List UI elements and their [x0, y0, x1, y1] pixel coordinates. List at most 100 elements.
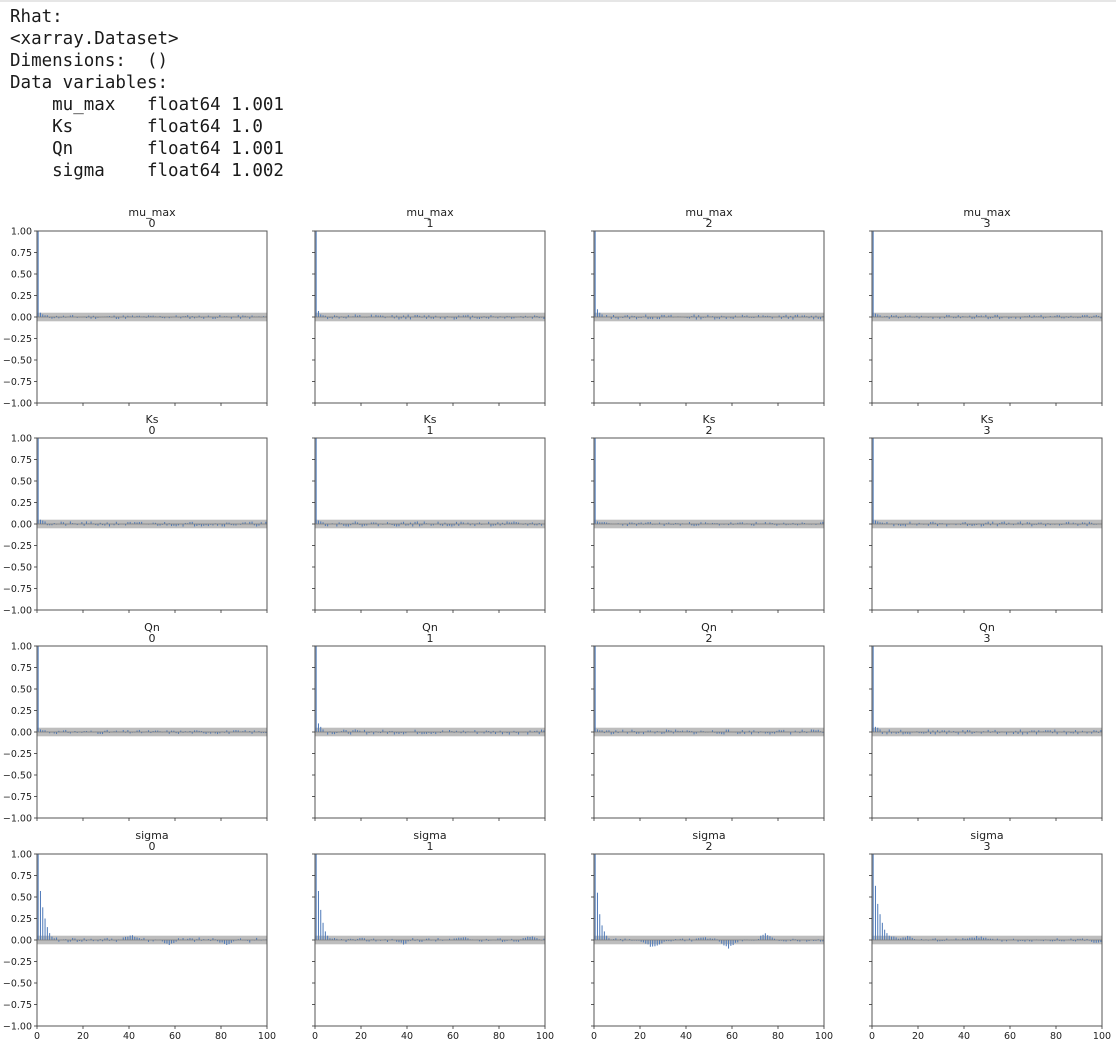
y-tick-label: −0.25	[3, 334, 32, 345]
panel-title-chain: 2	[706, 424, 713, 437]
x-tick-label: 40	[401, 1031, 413, 1042]
x-tick-label: 100	[258, 1031, 276, 1042]
x-tick-label: 20	[77, 1031, 89, 1042]
panel-title-chain: 1	[427, 840, 434, 853]
output-line: Ks float64 1.0	[10, 117, 263, 137]
y-tick-label: 0.25	[11, 291, 32, 302]
y-tick-label: −0.75	[3, 792, 32, 803]
y-tick-label: −0.50	[3, 356, 32, 367]
x-tick-label: 60	[447, 1031, 459, 1042]
x-tick-label: 80	[772, 1031, 784, 1042]
output-line: Rhat:	[10, 7, 63, 27]
y-tick-label: −1.00	[3, 1022, 32, 1033]
panel-title-variable: Ks	[981, 413, 994, 426]
y-tick-label: 0.25	[11, 706, 32, 717]
y-tick-label: 0.75	[11, 663, 32, 674]
y-tick-label: −1.00	[3, 814, 32, 825]
y-tick-label: −0.25	[3, 541, 32, 552]
x-tick-label: 20	[355, 1031, 367, 1042]
x-tick-label: 40	[123, 1031, 135, 1042]
y-tick-label: 0.50	[11, 893, 32, 904]
y-tick-label: −0.75	[3, 584, 32, 595]
x-tick-label: 60	[169, 1031, 181, 1042]
y-tick-label: 1.00	[11, 850, 32, 861]
panel-title-chain: 2	[706, 217, 713, 230]
panel-title-variable: Qn	[979, 621, 995, 634]
x-tick-label: 20	[634, 1031, 646, 1042]
panel-title-variable: Qn	[422, 621, 438, 634]
y-tick-label: 0.00	[11, 313, 32, 324]
y-tick-label: −0.25	[3, 749, 32, 760]
y-tick-label: 0.00	[11, 936, 32, 947]
x-tick-label: 0	[34, 1031, 40, 1042]
x-tick-label: 0	[869, 1031, 875, 1042]
x-tick-label: 40	[958, 1031, 970, 1042]
panel-title-variable: mu_max	[128, 206, 176, 219]
x-tick-label: 100	[536, 1031, 554, 1042]
panel-title-variable: mu_max	[406, 206, 454, 219]
panel-title-chain: 1	[427, 217, 434, 230]
panel-title-chain: 0	[149, 217, 156, 230]
panel-title-chain: 2	[706, 840, 713, 853]
panel-title-variable: sigma	[413, 829, 446, 842]
x-tick-label: 80	[1050, 1031, 1062, 1042]
panel-title-variable: sigma	[692, 829, 725, 842]
panel-title-chain: 3	[984, 217, 991, 230]
x-tick-label: 100	[815, 1031, 833, 1042]
panel-title-chain: 0	[149, 424, 156, 437]
rhat-output: Rhat: <xarray.Dataset> Dimensions: () Da…	[10, 6, 284, 182]
y-tick-label: 1.00	[11, 434, 32, 445]
panel-title-variable: sigma	[135, 829, 168, 842]
y-tick-label: 0.75	[11, 871, 32, 882]
y-tick-label: −1.00	[3, 399, 32, 410]
y-tick-label: −0.25	[3, 957, 32, 968]
y-tick-label: 0.50	[11, 477, 32, 488]
y-tick-label: 0.00	[11, 520, 32, 531]
cell-top-border	[0, 0, 1116, 2]
x-tick-label: 100	[1093, 1031, 1111, 1042]
x-tick-label: 80	[493, 1031, 505, 1042]
y-tick-label: 0.25	[11, 498, 32, 509]
y-tick-label: −1.00	[3, 606, 32, 617]
output-line: Data variables:	[10, 73, 169, 93]
panel-title-variable: Qn	[144, 621, 160, 634]
y-tick-label: −0.75	[3, 1000, 32, 1011]
y-tick-label: 1.00	[11, 227, 32, 238]
panel-title-variable: Ks	[424, 413, 437, 426]
y-tick-label: −0.75	[3, 377, 32, 388]
panel-title-variable: Ks	[146, 413, 159, 426]
panel-title-variable: mu_max	[685, 206, 733, 219]
y-tick-label: 0.75	[11, 455, 32, 466]
panel-title-chain: 0	[149, 632, 156, 645]
x-tick-label: 0	[312, 1031, 318, 1042]
panel-title-variable: Ks	[703, 413, 716, 426]
panel-title-chain: 1	[427, 632, 434, 645]
x-tick-label: 60	[726, 1031, 738, 1042]
panel-title-chain: 0	[149, 840, 156, 853]
x-tick-label: 40	[680, 1031, 692, 1042]
y-tick-label: −0.50	[3, 563, 32, 574]
output-line: Qn float64 1.001	[10, 139, 284, 159]
y-tick-label: 0.00	[11, 728, 32, 739]
panel-title-chain: 3	[984, 424, 991, 437]
y-tick-label: 0.75	[11, 248, 32, 259]
y-tick-label: 0.50	[11, 685, 32, 696]
x-tick-label: 0	[591, 1031, 597, 1042]
output-line: sigma float64 1.002	[10, 161, 284, 181]
x-tick-label: 20	[912, 1031, 924, 1042]
y-tick-label: −0.50	[3, 979, 32, 990]
y-tick-label: 0.50	[11, 270, 32, 281]
y-tick-label: 1.00	[11, 642, 32, 653]
y-tick-label: −0.50	[3, 771, 32, 782]
output-line: Dimensions: ()	[10, 51, 169, 71]
output-line: <xarray.Dataset>	[10, 29, 179, 49]
x-tick-label: 60	[1004, 1031, 1016, 1042]
panel-title-chain: 1	[427, 424, 434, 437]
panel-title-variable: mu_max	[963, 206, 1011, 219]
x-tick-label: 80	[215, 1031, 227, 1042]
y-tick-label: 0.25	[11, 914, 32, 925]
panel-title-variable: sigma	[970, 829, 1003, 842]
panel-title-variable: Qn	[701, 621, 717, 634]
panel-title-chain: 3	[984, 840, 991, 853]
